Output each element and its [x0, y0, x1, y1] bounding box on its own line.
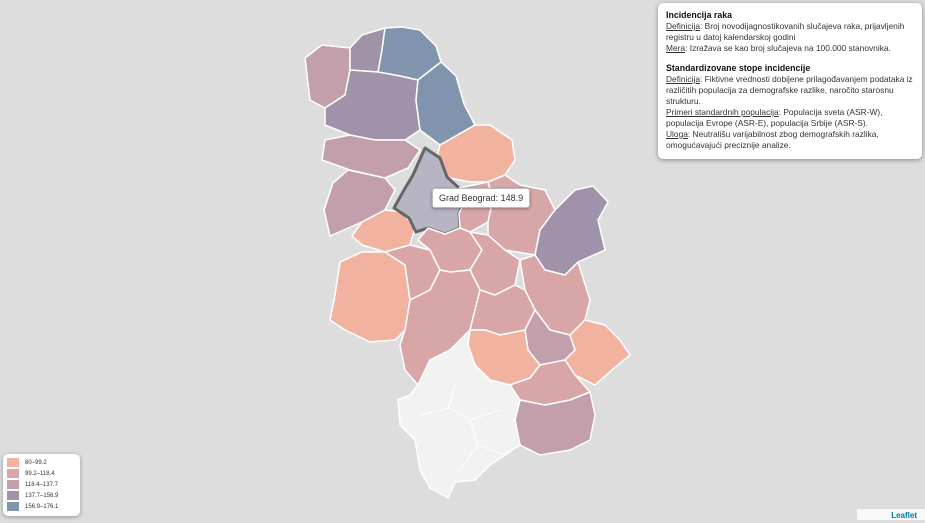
tooltip-region-name: Grad Beograd	[439, 193, 496, 203]
info-definition-2: Definicija: Fiktivne vrednosti dobijene …	[666, 74, 914, 107]
info-definition-1: Definicija: Broj novodijagnostikovanih s…	[666, 21, 914, 43]
region-zlatiborski[interactable]	[329, 251, 411, 343]
legend-swatch	[7, 480, 19, 489]
region-tooltip: Grad Beograd: 148.9	[432, 188, 531, 208]
def1-label: Definicija	[666, 21, 700, 31]
info-title-standardizovane: Standardizovane stope incidencije	[666, 63, 811, 73]
primeri-label: Primeri standardnih populacija	[666, 107, 779, 117]
info-primeri: Primeri standardnih populacija: Populaci…	[666, 107, 914, 129]
uloga-label: Uloga	[666, 129, 688, 139]
info-title-incidencija: Incidencija raka	[666, 10, 733, 20]
legend-swatch	[7, 491, 19, 500]
primeri-text: : Populacija sveta (ASR-W), populacija E…	[666, 107, 883, 128]
info-panel: Incidencija raka Definicija: Broj novodi…	[658, 3, 922, 159]
def2-label: Definicija	[666, 74, 700, 84]
legend-swatch	[7, 458, 19, 467]
legend-label: 156.9–176.1	[25, 503, 59, 510]
region-borski[interactable]	[534, 185, 609, 276]
uloga-text: : Neutrališu varijabilnost zbog demograf…	[666, 129, 879, 150]
legend-label: 80–99.2	[25, 459, 47, 466]
def1-text: : Broj novodijagnostikovanih slučajeva r…	[666, 21, 905, 42]
legend-swatch	[7, 502, 19, 511]
mera-label: Mera	[666, 43, 686, 53]
legend-item: 137.7–156.9	[7, 490, 76, 501]
region-pirotski[interactable]	[564, 319, 631, 386]
legend-swatch	[7, 469, 19, 478]
region-sremski[interactable]	[321, 134, 421, 179]
def2-text: : Fiktivne vrednosti dobijene prilagođav…	[666, 74, 913, 106]
legend-item: 80–99.2	[7, 457, 76, 468]
legend-label: 99.2–118.4	[25, 470, 55, 477]
legend-item: 118.4–137.7	[7, 479, 76, 490]
legend-item: 156.9–176.1	[7, 501, 76, 512]
kosovo-inner-borders	[419, 384, 506, 471]
legend-label: 118.4–137.7	[25, 481, 58, 488]
legend: 80–99.2 99.2–118.4 118.4–137.7 137.7–156…	[3, 454, 80, 516]
mera-text: : Izražava se kao broj slučajeva na 100.…	[685, 43, 891, 53]
leaflet-attribution-link[interactable]: Leaflet	[857, 509, 925, 520]
legend-item: 99.2–118.4	[7, 468, 76, 479]
legend-label: 137.7–156.9	[25, 492, 59, 499]
region-rasinski[interactable]	[469, 284, 536, 336]
tooltip-value: 148.9	[500, 193, 524, 203]
info-mera: Mera: Izražava se kao broj slučajeva na …	[666, 43, 914, 54]
info-uloga: Uloga: Neutrališu varijabilnost zbog dem…	[666, 129, 914, 151]
